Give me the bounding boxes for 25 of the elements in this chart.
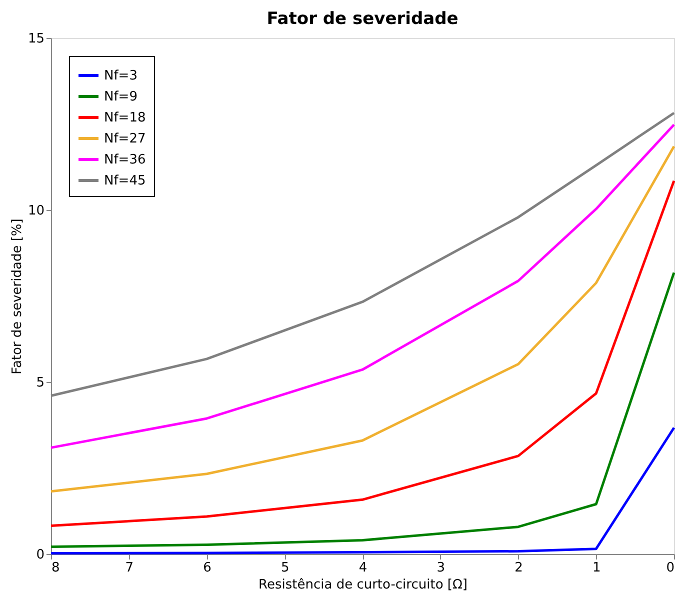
y-tick-label: 15 [28,32,44,46]
x-tick-label: 5 [280,560,290,576]
legend-label: Nf=9 [104,90,138,104]
y-tick-label: 0 [36,548,44,562]
y-axis-title: Fator de severidade [%] [10,218,25,374]
x-tick-label: 7 [125,560,134,576]
x-tick-label: 2 [514,560,523,576]
line-series [50,123,676,449]
y-tick-label: 5 [36,376,44,390]
x-tick-label: 8 [52,560,60,576]
line-series [50,145,676,493]
x-tick-label: 0 [666,560,674,576]
y-tick-label: 10 [28,204,44,218]
legend-label: Nf=18 [104,110,146,126]
legend-label: Nf=3 [104,68,138,84]
legend-label: Nf=27 [104,132,146,146]
legend-label: Nf=36 [104,152,146,168]
legend-label: Nf=45 [104,174,146,188]
chart-title: Fator de severidade [266,9,458,29]
x-tick-label: 1 [592,560,601,576]
x-tick-label: 3 [436,560,446,576]
line-series [50,271,676,548]
x-tick-label: 4 [358,560,368,576]
x-tick-label: 6 [203,560,212,576]
x-axis-title: Resistência de curto-circuito [Ω] [258,578,468,592]
